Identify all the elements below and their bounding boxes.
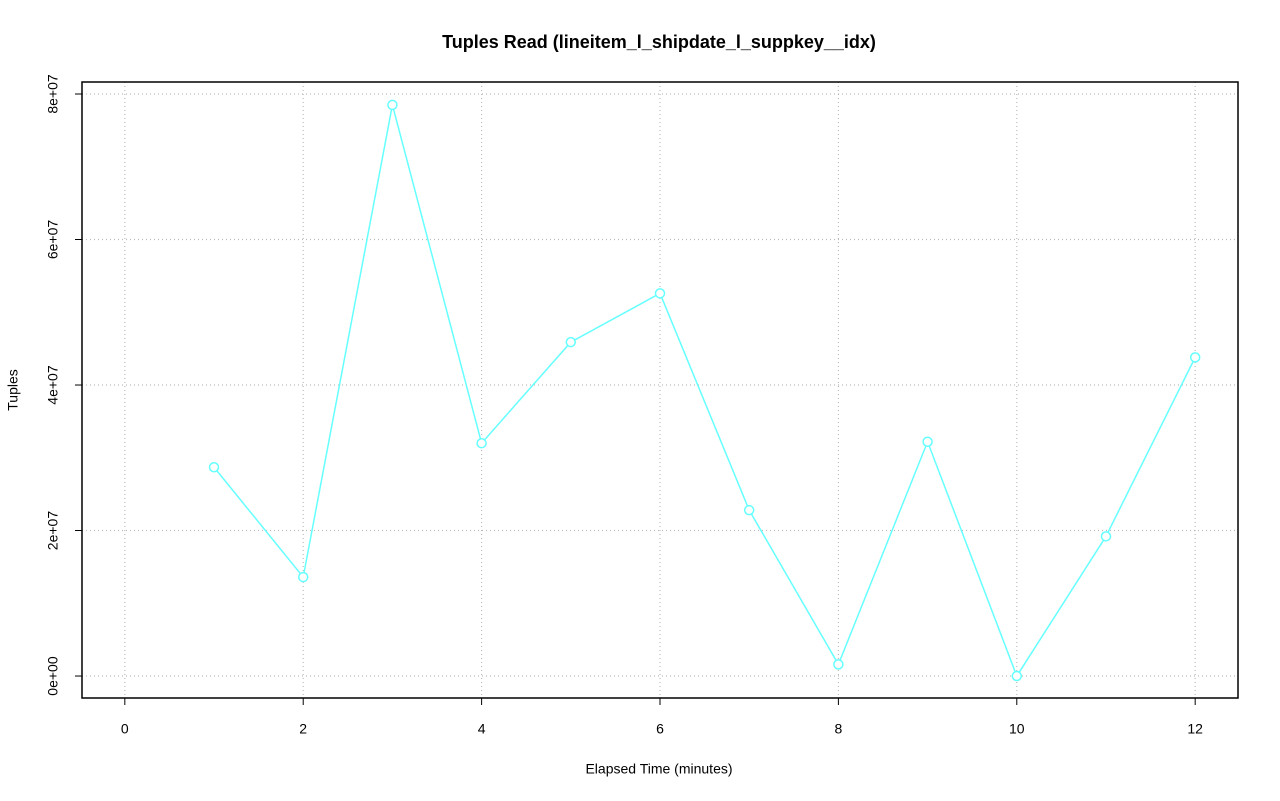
x-axis-label: Elapsed Time (minutes) — [585, 761, 732, 777]
chart-title: Tuples Read (lineitem_l_shipdate_l_suppk… — [442, 32, 876, 52]
data-point — [1100, 531, 1112, 542]
data-point — [654, 288, 666, 299]
x-tick-label: 0 — [121, 721, 129, 737]
data-point — [565, 336, 577, 348]
data-point — [387, 99, 398, 111]
data-point — [1189, 352, 1201, 363]
x-tick-label: 2 — [299, 721, 307, 737]
data-point — [1011, 670, 1023, 682]
x-tick-label: 10 — [1009, 721, 1025, 737]
data-point — [922, 436, 933, 448]
data-point — [297, 571, 309, 583]
y-tick-label: 0e+00 — [45, 656, 61, 696]
y-axis-label: Tuples — [5, 369, 21, 411]
y-tick-label: 6e+07 — [45, 220, 61, 260]
y-tick-label: 2e+07 — [45, 511, 61, 551]
y-tick-label: 8e+07 — [45, 74, 61, 114]
x-tick-label: 6 — [656, 721, 664, 737]
data-line — [213, 104, 1196, 678]
data-point — [476, 437, 487, 449]
data-point — [833, 659, 844, 670]
x-tick-label: 4 — [478, 721, 486, 737]
plot-frame — [81, 81, 1239, 699]
x-tick-label: 8 — [834, 721, 842, 737]
data-point — [208, 461, 220, 473]
x-tick-label: 12 — [1187, 721, 1203, 737]
data-point — [743, 504, 755, 516]
y-tick-label: 4e+07 — [45, 365, 61, 405]
